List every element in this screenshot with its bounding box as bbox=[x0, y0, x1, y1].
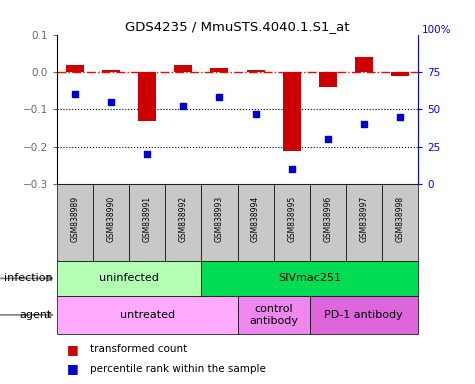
Text: GSM838993: GSM838993 bbox=[215, 196, 224, 242]
Text: GSM838989: GSM838989 bbox=[71, 196, 79, 242]
Bar bbox=[66, 65, 84, 72]
FancyBboxPatch shape bbox=[201, 184, 238, 261]
Point bbox=[252, 111, 259, 117]
Text: infection: infection bbox=[4, 273, 52, 283]
Bar bbox=[247, 70, 265, 72]
Bar bbox=[319, 72, 337, 87]
Bar bbox=[210, 68, 228, 72]
Point bbox=[396, 114, 404, 120]
Text: control
antibody: control antibody bbox=[249, 304, 298, 326]
FancyBboxPatch shape bbox=[238, 184, 274, 261]
FancyBboxPatch shape bbox=[129, 184, 165, 261]
Title: GDS4235 / MmuSTS.4040.1.S1_at: GDS4235 / MmuSTS.4040.1.S1_at bbox=[125, 20, 350, 33]
Point bbox=[324, 136, 332, 142]
Text: percentile rank within the sample: percentile rank within the sample bbox=[90, 364, 266, 374]
Point bbox=[288, 166, 295, 172]
Text: PD-1 antibody: PD-1 antibody bbox=[324, 310, 403, 320]
Bar bbox=[391, 72, 409, 76]
Point bbox=[71, 91, 79, 98]
Text: GSM838998: GSM838998 bbox=[396, 196, 404, 242]
FancyBboxPatch shape bbox=[165, 184, 201, 261]
Text: 100%: 100% bbox=[422, 25, 451, 35]
Text: GSM838994: GSM838994 bbox=[251, 196, 260, 242]
Text: GSM838992: GSM838992 bbox=[179, 196, 188, 242]
Point bbox=[143, 151, 151, 157]
FancyBboxPatch shape bbox=[57, 261, 201, 296]
Bar bbox=[283, 72, 301, 151]
Text: uninfected: uninfected bbox=[99, 273, 159, 283]
Text: untreated: untreated bbox=[120, 310, 175, 320]
Point bbox=[216, 94, 223, 101]
FancyBboxPatch shape bbox=[238, 296, 310, 334]
Text: GSM838991: GSM838991 bbox=[143, 196, 152, 242]
Bar bbox=[174, 65, 192, 72]
Bar bbox=[102, 70, 120, 72]
Bar bbox=[355, 57, 373, 72]
FancyBboxPatch shape bbox=[201, 261, 418, 296]
FancyBboxPatch shape bbox=[310, 296, 418, 334]
FancyBboxPatch shape bbox=[310, 184, 346, 261]
Text: agent: agent bbox=[20, 310, 52, 320]
Text: GSM838996: GSM838996 bbox=[323, 196, 332, 242]
Text: SIVmac251: SIVmac251 bbox=[278, 273, 341, 283]
FancyBboxPatch shape bbox=[346, 184, 382, 261]
Text: GSM838997: GSM838997 bbox=[360, 196, 368, 242]
Text: ■: ■ bbox=[66, 343, 78, 356]
Text: transformed count: transformed count bbox=[90, 344, 188, 354]
FancyBboxPatch shape bbox=[57, 184, 93, 261]
FancyBboxPatch shape bbox=[382, 184, 418, 261]
Point bbox=[107, 99, 115, 105]
Point bbox=[360, 121, 368, 127]
FancyBboxPatch shape bbox=[57, 296, 238, 334]
Text: GSM838990: GSM838990 bbox=[107, 196, 115, 242]
Text: GSM838995: GSM838995 bbox=[287, 196, 296, 242]
FancyBboxPatch shape bbox=[93, 184, 129, 261]
Point bbox=[180, 103, 187, 109]
Bar bbox=[138, 72, 156, 121]
FancyBboxPatch shape bbox=[274, 184, 310, 261]
Text: ■: ■ bbox=[66, 362, 78, 375]
